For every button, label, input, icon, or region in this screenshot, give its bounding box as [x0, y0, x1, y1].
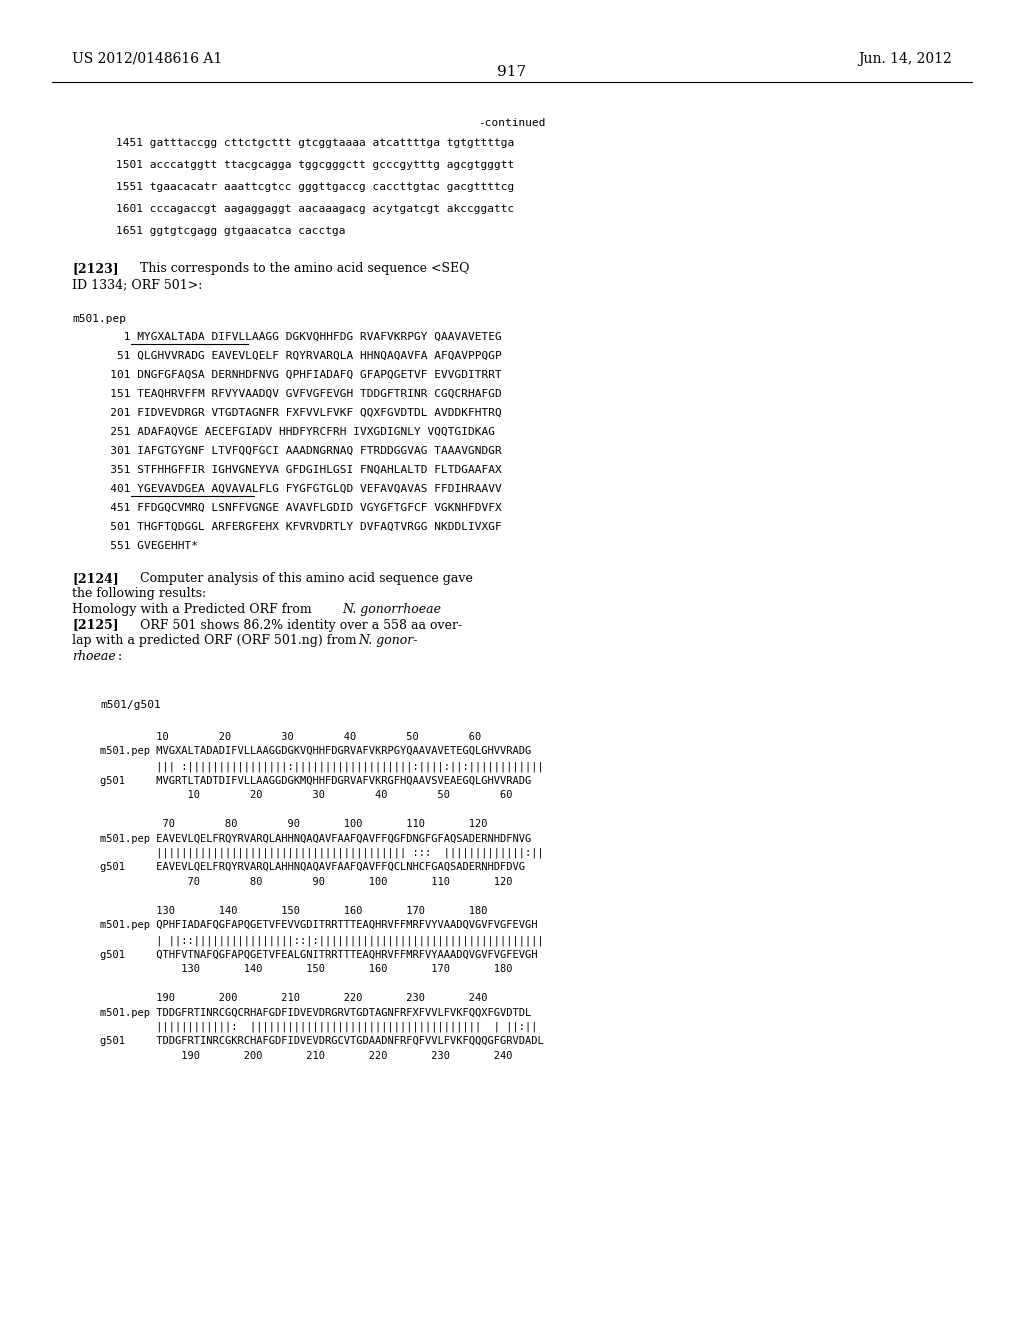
Text: 351 STFHHGFFIR IGHVGNEYVA GFDGIHLGSI FNQAHLALTD FLTDGAAFAX: 351 STFHHGFFIR IGHVGNEYVA GFDGIHLGSI FNQ…	[90, 465, 502, 475]
Text: 10        20        30        40        50        60: 10 20 30 40 50 60	[100, 733, 481, 742]
Text: Computer analysis of this amino acid sequence gave: Computer analysis of this amino acid seq…	[140, 572, 473, 585]
Text: Jun. 14, 2012: Jun. 14, 2012	[858, 51, 952, 66]
Text: 451 FFDGQCVMRQ LSNFFVGNGE AVAVFLGDID VGYGFTGFCF VGKNHFDVFX: 451 FFDGQCVMRQ LSNFFVGNGE AVAVFLGDID VGY…	[90, 503, 502, 513]
Text: 1551 tgaacacatr aaattcgtcc gggttgaccg caccttgtac gacgttttcg: 1551 tgaacacatr aaattcgtcc gggttgaccg ca…	[116, 182, 514, 191]
Text: 1 MYGXALTADA DIFVLLAAGG DGKVQHHFDG RVAFVKRPGY QAAVAVETEG: 1 MYGXALTADA DIFVLLAAGG DGKVQHHFDG RVAFV…	[90, 333, 502, 342]
Text: US 2012/0148616 A1: US 2012/0148616 A1	[72, 51, 222, 66]
Text: 917: 917	[498, 65, 526, 79]
Text: 251 ADAFAQVGE AECEFGIADV HHDFYRCFRH IVXGDIGNLY VQQTGIDKAG: 251 ADAFAQVGE AECEFGIADV HHDFYRCFRH IVXG…	[90, 426, 495, 437]
Text: g501     TDDGFRTINRCGKRCHAFGDFIDVEVDRGCVTGDAADNFRFQFVVLFVKFQQQGFGRVDADL: g501 TDDGFRTINRCGKRCHAFGDFIDVEVDRGCVTGDA…	[100, 1036, 544, 1047]
Text: This corresponds to the amino acid sequence <SEQ: This corresponds to the amino acid seque…	[140, 261, 469, 275]
Text: g501     MVGRTLTADTDIFVLLAAGGDGKMQHHFDGRVAFVKRGFHQAAVSVEAEGQLGHVVRADG: g501 MVGRTLTADTDIFVLLAAGGDGKMQHHFDGRVAFV…	[100, 776, 531, 785]
Text: rhoeae: rhoeae	[72, 649, 116, 663]
Text: 1601 cccagaccgt aagaggaggt aacaaagacg acytgatcgt akccggattc: 1601 cccagaccgt aagaggaggt aacaaagacg ac…	[116, 205, 514, 214]
Text: ID 1334; ORF 501>:: ID 1334; ORF 501>:	[72, 279, 203, 290]
Text: 551 GVEGEHHT*: 551 GVEGEHHT*	[90, 541, 198, 550]
Text: g501     EAVEVLQELFRQYRVARQLAHHNQAQAVFAAFQAVFFQCLNHCFGAQSADERNHDFDVG: g501 EAVEVLQELFRQYRVARQLAHHNQAQAVFAAFQAV…	[100, 862, 525, 873]
Text: [2124]: [2124]	[72, 572, 119, 585]
Text: 70        80        90       100       110       120: 70 80 90 100 110 120	[100, 876, 512, 887]
Text: 151 TEAQHRVFFM RFVYVAADQV GVFVGFEVGH TDDGFTRINR CGQCRHAFGD: 151 TEAQHRVFFM RFVYVAADQV GVFVGFEVGH TDD…	[90, 389, 502, 399]
Text: 1451 gatttaccgg cttctgcttt gtcggtaaaa atcattttga tgtgttttga: 1451 gatttaccgg cttctgcttt gtcggtaaaa at…	[116, 139, 514, 148]
Text: | ||::||||||||||||||||::|:||||||||||||||||||||||||||||||||||||: | ||::||||||||||||||||::|:||||||||||||||…	[100, 935, 544, 945]
Text: m501.pep QPHFIADAFQGFAPQGETVFEVVGDITRRTTTEAQHRVFFMRFVYVAADQVGVFVGFEVGH: m501.pep QPHFIADAFQGFAPQGETVFEVVGDITRRTT…	[100, 920, 538, 931]
Text: m501.pep: m501.pep	[72, 314, 126, 323]
Text: m501.pep EAVEVLQELFRQYRVARQLAHHNQAQAVFAAFQAVFFQGFDNGFGFAQSADERNHDFNVG: m501.pep EAVEVLQELFRQYRVARQLAHHNQAQAVFAA…	[100, 833, 531, 843]
Text: 201 FIDVEVDRGR VTGDTAGNFR FXFVVLFVKF QQXFGVDTDL AVDDKFHTRQ: 201 FIDVEVDRGR VTGDTAGNFR FXFVVLFVKF QQX…	[90, 408, 502, 418]
Text: the following results:: the following results:	[72, 587, 206, 601]
Text: N. gonorrhoeae: N. gonorrhoeae	[342, 603, 441, 616]
Text: g501     QTHFVTNAFQGFAPQGETVFEALGNITRRTTTEAQHRVFFMRFVYAAADQVGVFVGFEVGH: g501 QTHFVTNAFQGFAPQGETVFEALGNITRRTTTEAQ…	[100, 949, 538, 960]
Text: 10        20        30        40        50        60: 10 20 30 40 50 60	[100, 789, 512, 800]
Text: N. gonor-: N. gonor-	[358, 634, 418, 647]
Text: ORF 501 shows 86.2% identity over a 558 aa over-: ORF 501 shows 86.2% identity over a 558 …	[140, 619, 462, 631]
Text: [2125]: [2125]	[72, 619, 119, 631]
Text: 51 QLGHVVRADG EAVEVLQELF RQYRVARQLA HHNQAQAVFA AFQAVPPQGP: 51 QLGHVVRADG EAVEVLQELF RQYRVARQLA HHNQ…	[90, 351, 502, 360]
Text: m501.pep TDDGFRTINRCGQCRHAFGDFIDVEVDRGRVTGDTAGNFRFXFVVLFVKFQQXFGVDTDL: m501.pep TDDGFRTINRCGQCRHAFGDFIDVEVDRGRV…	[100, 1007, 531, 1018]
Text: lap with a predicted ORF (ORF 501.ng) from: lap with a predicted ORF (ORF 501.ng) fr…	[72, 634, 360, 647]
Text: m501/g501: m501/g501	[100, 700, 161, 710]
Text: -continued: -continued	[478, 117, 546, 128]
Text: 501 THGFTQDGGL ARFERGFEHX KFVRVDRTLY DVFAQTVRGG NKDDLIVXGF: 501 THGFTQDGGL ARFERGFEHX KFVRVDRTLY DVF…	[90, 521, 502, 532]
Text: 130       140       150       160       170       180: 130 140 150 160 170 180	[100, 906, 487, 916]
Text: [2123]: [2123]	[72, 261, 119, 275]
Text: 190       200       210       220       230       240: 190 200 210 220 230 240	[100, 1051, 512, 1061]
Text: 401 YGEVAVDGEA AQVAVALFLG FYGFGTGLQD VEFAVQAVAS FFDIHRAAVV: 401 YGEVAVDGEA AQVAVALFLG FYGFGTGLQD VEF…	[90, 484, 502, 494]
Text: |||||||||||||||||||||||||||||||||||||||| :::  |||||||||||||:||: ||||||||||||||||||||||||||||||||||||||||…	[100, 847, 544, 858]
Text: ||| :||||||||||||||||:|||||||||||||||||||:||||:||:||||||||||||: ||| :||||||||||||||||:||||||||||||||||||…	[100, 762, 544, 771]
Text: 301 IAFGTGYGNF LTVFQQFGCI AAADNGRNAQ FTRDDGGVAG TAAAVGNDGR: 301 IAFGTGYGNF LTVFQQFGCI AAADNGRNAQ FTR…	[90, 446, 502, 455]
Text: ||||||||||||:  |||||||||||||||||||||||||||||||||||||  | ||:||: ||||||||||||: ||||||||||||||||||||||||||…	[100, 1022, 538, 1032]
Text: Homology with a Predicted ORF from: Homology with a Predicted ORF from	[72, 603, 315, 616]
Text: 70        80        90       100       110       120: 70 80 90 100 110 120	[100, 818, 487, 829]
Text: 101 DNGFGFAQSA DERNHDFNVG QPHFIADAFQ GFAPQGETVF EVVGDITRRT: 101 DNGFGFAQSA DERNHDFNVG QPHFIADAFQ GFA…	[90, 370, 502, 380]
Text: :: :	[118, 649, 122, 663]
Text: 130       140       150       160       170       180: 130 140 150 160 170 180	[100, 964, 512, 974]
Text: 190       200       210       220       230       240: 190 200 210 220 230 240	[100, 993, 487, 1003]
Text: m501.pep MVGXALTADADIFVLLAAGGDGKVQHHFDGRVAFVKRPGYQAAVAVETEGQLGHVVRADG: m501.pep MVGXALTADADIFVLLAAGGDGKVQHHFDGR…	[100, 747, 531, 756]
Text: 1501 acccatggtt ttacgcagga tggcgggctt gcccgytttg agcgtgggtt: 1501 acccatggtt ttacgcagga tggcgggctt gc…	[116, 160, 514, 170]
Text: 1651 ggtgtcgagg gtgaacatca cacctga: 1651 ggtgtcgagg gtgaacatca cacctga	[116, 226, 345, 236]
